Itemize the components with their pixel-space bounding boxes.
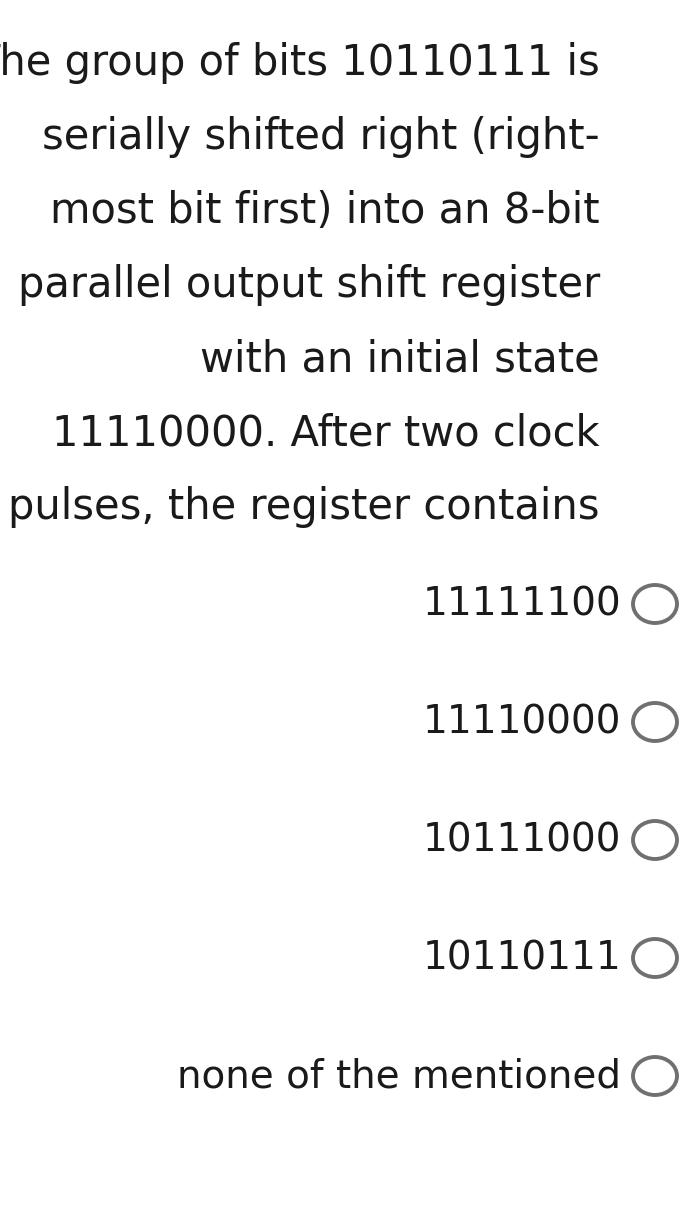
Text: parallel output shift register: parallel output shift register bbox=[17, 265, 600, 306]
Text: with an initial state: with an initial state bbox=[200, 338, 600, 381]
Text: none of the mentioned: none of the mentioned bbox=[177, 1057, 621, 1094]
Text: 10110111: 10110111 bbox=[422, 939, 621, 977]
Text: serially shifted right (right-: serially shifted right (right- bbox=[43, 116, 600, 158]
Text: pulses, the register contains: pulses, the register contains bbox=[8, 486, 600, 528]
Text: The group of bits 10110111 is: The group of bits 10110111 is bbox=[0, 42, 600, 85]
Text: 11111100: 11111100 bbox=[422, 585, 621, 623]
Text: 10111000: 10111000 bbox=[422, 821, 621, 859]
Text: most bit first) into an 8-bit: most bit first) into an 8-bit bbox=[50, 190, 600, 232]
Text: 11110000: 11110000 bbox=[422, 703, 621, 741]
Text: 11110000. After two clock: 11110000. After two clock bbox=[52, 412, 600, 454]
